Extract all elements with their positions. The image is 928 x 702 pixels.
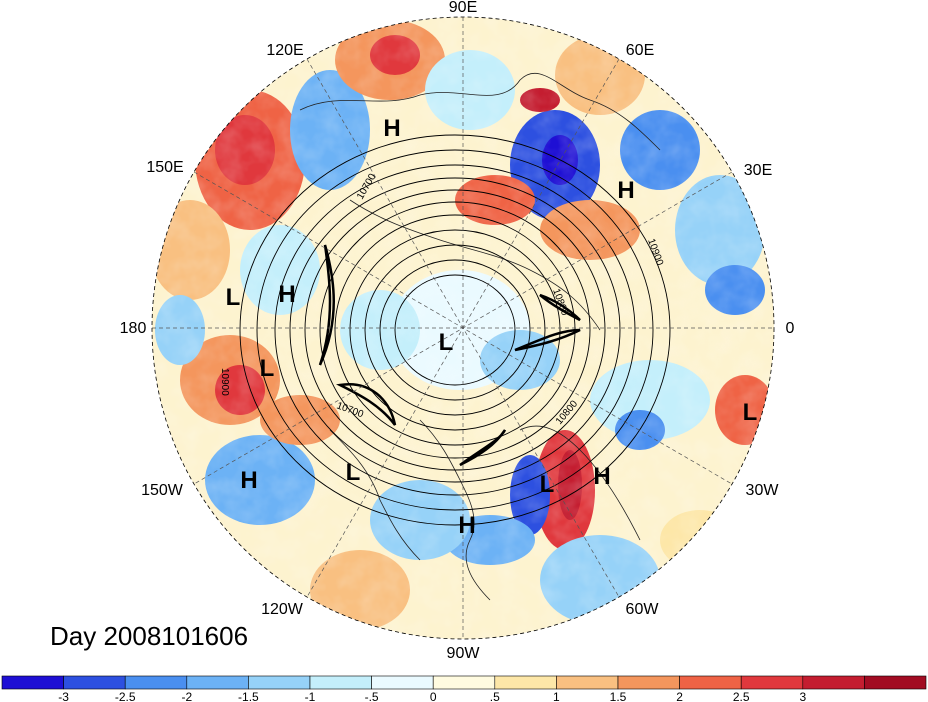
colorbar-tick-label: -3 (58, 690, 69, 702)
colorbar-swatch (494, 675, 557, 690)
lon-label-150w: 150W (141, 482, 184, 499)
lon-label-60w: 60W (626, 601, 660, 618)
colorbar-swatch (309, 675, 372, 690)
lon-label-0: 0 (786, 320, 795, 337)
colorbar-swatch (432, 675, 496, 690)
colorbar-swatch (864, 675, 927, 690)
map-disk (152, 17, 774, 639)
pressure-center-low: L (260, 355, 275, 382)
colorbar-swatch (740, 675, 804, 690)
colorbar-swatch (371, 675, 434, 690)
pressure-center-high: H (383, 115, 400, 142)
day-title: Day 2008101606 (50, 621, 248, 651)
lon-label-120w: 120W (261, 601, 304, 618)
pressure-center-low: L (743, 399, 758, 426)
colorbar-tick-label: -2 (181, 690, 192, 702)
pressure-center-labels: H H H L L L L H H L H L (226, 115, 758, 539)
pressure-center-high: H (278, 281, 295, 308)
coastlines (299, 73, 661, 601)
colorbar-swatch (802, 675, 865, 690)
colorbar-swatch (124, 675, 188, 690)
colorbar-tick-label: -2.5 (115, 690, 136, 702)
contour-label: 10900 (219, 368, 230, 396)
pressure-center-high: H (458, 512, 475, 539)
colorbar-tick-label: 1 (553, 690, 560, 702)
lon-label-60e: 60E (626, 42, 654, 59)
lon-label-150e: 150E (146, 159, 183, 176)
pressure-center-high: H (617, 177, 634, 204)
lon-label-90e: 90E (449, 0, 477, 16)
jet-streaks (318, 244, 581, 467)
lon-label-180: 180 (120, 320, 147, 337)
lon-label-120e: 120E (266, 42, 303, 59)
pressure-center-low: L (226, 284, 241, 311)
colorbar-tick-label: -.5 (365, 690, 379, 702)
pressure-center-low: L (540, 471, 555, 498)
graticule (152, 17, 774, 639)
colorbar-tick-label: 1.5 (610, 690, 627, 702)
colorbar-tick-label: .5 (490, 690, 500, 702)
lon-label-30e: 30E (744, 162, 772, 179)
map-border (151, 16, 775, 640)
colorbar-swatch (248, 675, 311, 690)
pressure-center-high: H (593, 463, 610, 490)
colorbar-tick-label: -1 (305, 690, 316, 702)
colorbar-swatch (186, 675, 249, 690)
colorbar-tick-label: 0 (430, 690, 437, 702)
colorbar-swatch (679, 675, 742, 690)
pressure-center-low: L (439, 329, 454, 356)
colorbar-tick-label: -1.5 (238, 690, 259, 702)
colorbar-swatch (1, 675, 64, 690)
colorbar-tick-label: 3 (799, 690, 806, 702)
colorbar: -3 -2.5 -2 -1.5 -1 -.5 0 .5 1 1.5 2 2.5 3 (1, 675, 927, 702)
colorbar-tick-label: 2.5 (733, 690, 750, 702)
pressure-center-low: L (346, 459, 361, 486)
pressure-center-high: H (240, 467, 257, 494)
colorbar-swatch (556, 675, 619, 690)
colorbar-swatch (63, 675, 126, 690)
colorbar-tick-label: 2 (676, 690, 683, 702)
lon-label-90w: 90W (447, 645, 481, 662)
longitude-labels: 90E 60E 30E 0 30W 60W 90W 120W 150W 180 … (120, 0, 795, 662)
lon-label-30w: 30W (746, 482, 780, 499)
colorbar-swatch (617, 675, 680, 690)
